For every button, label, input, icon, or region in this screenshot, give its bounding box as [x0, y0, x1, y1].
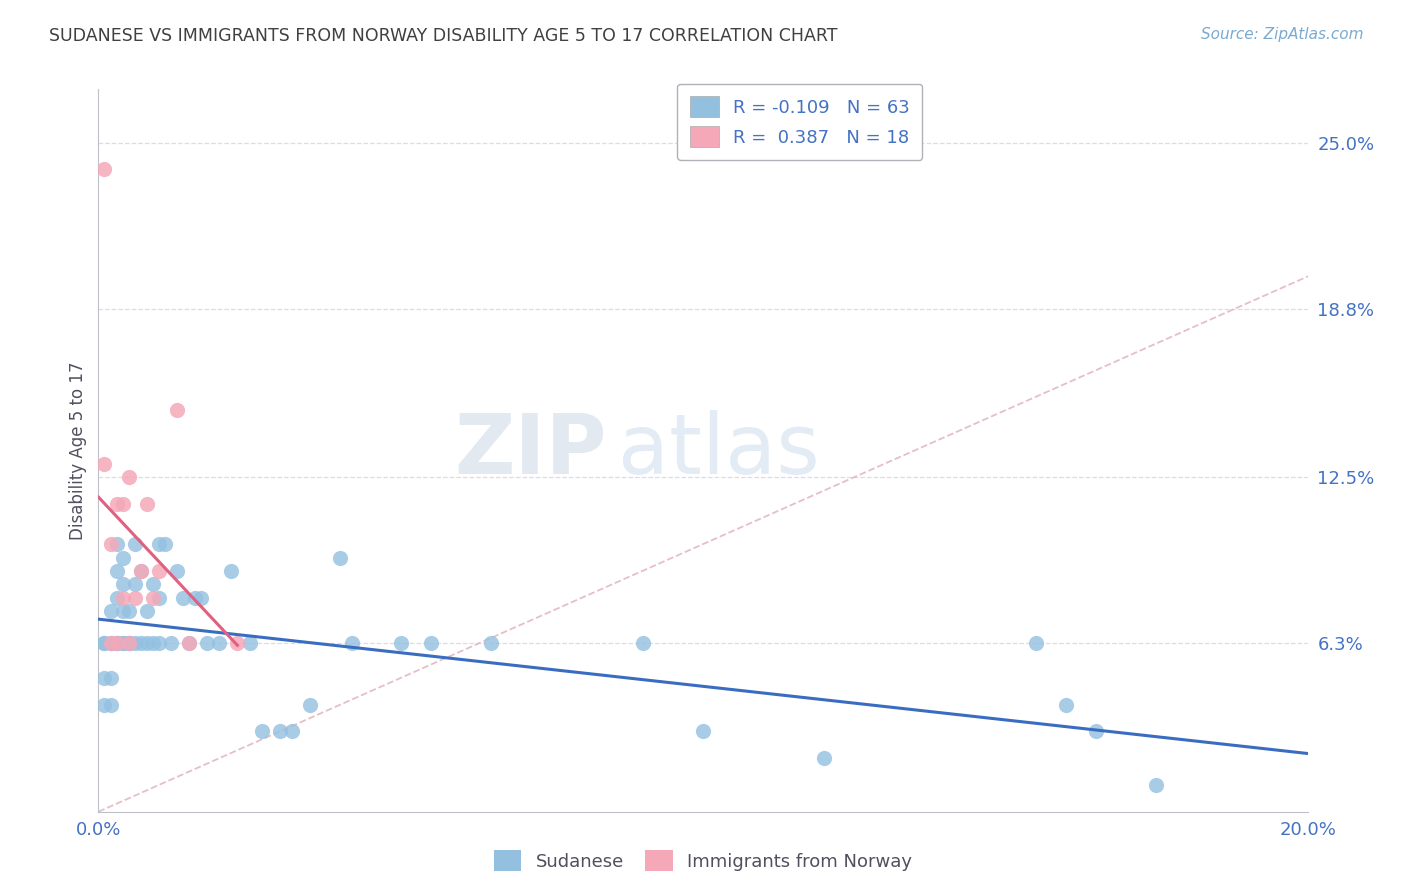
Point — [118, 636, 141, 650]
Point — [118, 636, 141, 650]
Point — [148, 564, 170, 578]
Point — [111, 577, 134, 591]
Point — [281, 724, 304, 739]
Point — [118, 604, 141, 618]
Point — [105, 591, 128, 605]
Point — [93, 698, 115, 712]
Point — [1024, 636, 1046, 650]
Point — [389, 636, 412, 650]
Point — [124, 591, 146, 605]
Point — [100, 671, 122, 685]
Legend: R = -0.109   N = 63, R =  0.387   N = 18: R = -0.109 N = 63, R = 0.387 N = 18 — [678, 84, 922, 160]
Point — [226, 636, 249, 650]
Point — [93, 671, 115, 685]
Point — [420, 636, 443, 650]
Y-axis label: Disability Age 5 to 17: Disability Age 5 to 17 — [69, 361, 87, 540]
Point — [111, 604, 134, 618]
Text: SUDANESE VS IMMIGRANTS FROM NORWAY DISABILITY AGE 5 TO 17 CORRELATION CHART: SUDANESE VS IMMIGRANTS FROM NORWAY DISAB… — [49, 27, 838, 45]
Point — [93, 636, 115, 650]
Point — [160, 636, 183, 650]
Point — [129, 564, 152, 578]
Point — [100, 636, 122, 650]
Point — [148, 636, 170, 650]
Point — [105, 537, 128, 551]
Point — [111, 636, 134, 650]
Point — [111, 550, 134, 565]
Point — [111, 497, 134, 511]
Point — [135, 604, 157, 618]
Point — [813, 751, 835, 765]
Point — [142, 591, 165, 605]
Point — [1144, 778, 1167, 792]
Point — [129, 636, 152, 650]
Point — [93, 162, 115, 177]
Point — [148, 537, 170, 551]
Point — [129, 564, 152, 578]
Point — [124, 537, 146, 551]
Point — [166, 403, 188, 417]
Point — [190, 591, 212, 605]
Point — [135, 636, 157, 650]
Point — [208, 636, 231, 650]
Point — [1085, 724, 1108, 739]
Point — [153, 537, 176, 551]
Point — [111, 591, 134, 605]
Point — [179, 636, 201, 650]
Point — [111, 636, 134, 650]
Point — [1054, 698, 1077, 712]
Point — [124, 636, 146, 650]
Point — [172, 591, 194, 605]
Point — [105, 636, 128, 650]
Point — [142, 577, 165, 591]
Point — [299, 698, 322, 712]
Point — [118, 636, 141, 650]
Point — [100, 604, 122, 618]
Point — [105, 636, 128, 650]
Point — [105, 636, 128, 650]
Point — [692, 724, 714, 739]
Point — [100, 537, 122, 551]
Point — [631, 636, 654, 650]
Point — [105, 497, 128, 511]
Point — [100, 636, 122, 650]
Point — [100, 698, 122, 712]
Point — [342, 636, 364, 650]
Point — [93, 636, 115, 650]
Point — [250, 724, 273, 739]
Point — [105, 564, 128, 578]
Point — [179, 636, 201, 650]
Point — [166, 564, 188, 578]
Legend: Sudanese, Immigrants from Norway: Sudanese, Immigrants from Norway — [486, 843, 920, 879]
Point — [269, 724, 291, 739]
Point — [148, 591, 170, 605]
Point — [105, 636, 128, 650]
Text: ZIP: ZIP — [454, 410, 606, 491]
Point — [195, 636, 218, 650]
Point — [329, 550, 352, 565]
Point — [118, 470, 141, 484]
Point — [221, 564, 243, 578]
Point — [100, 636, 122, 650]
Point — [93, 457, 115, 471]
Point — [135, 497, 157, 511]
Point — [124, 577, 146, 591]
Text: Source: ZipAtlas.com: Source: ZipAtlas.com — [1201, 27, 1364, 42]
Point — [481, 636, 503, 650]
Text: atlas: atlas — [619, 410, 820, 491]
Point — [142, 636, 165, 650]
Point — [118, 636, 141, 650]
Point — [239, 636, 262, 650]
Point — [184, 591, 207, 605]
